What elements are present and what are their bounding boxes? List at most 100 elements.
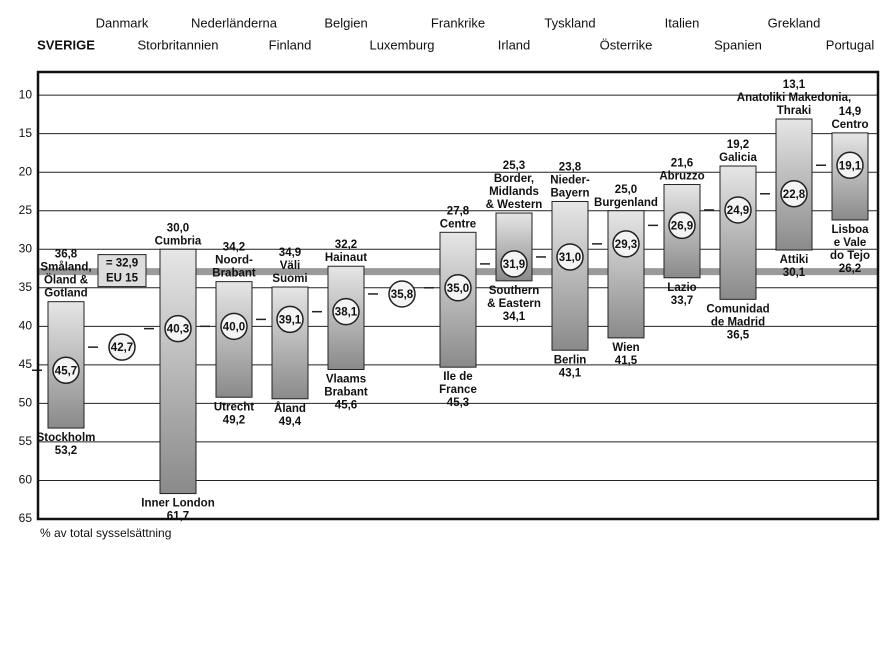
value-label: 53,2 (55, 445, 77, 457)
region-label: Burgenland (594, 197, 658, 209)
y-tick-label: 20 (19, 164, 33, 178)
value-label: 14,9 (839, 106, 861, 118)
value-label: 25,0 (615, 184, 637, 196)
region-label: Midlands (489, 186, 539, 198)
country-label: Finland (269, 37, 312, 52)
region-label: Thraki (777, 105, 812, 117)
avg-marker (836, 151, 864, 180)
region-label: Centre (440, 218, 476, 230)
country-label: Österrike (600, 37, 653, 52)
y-tick-label: 55 (19, 434, 33, 448)
y-axis-label: % av total sysselsättning (40, 526, 171, 540)
avg-label: 45,7 (55, 365, 77, 377)
region-label: Lisboa (831, 224, 869, 236)
eu-box (97, 254, 147, 288)
avg-marker (52, 356, 80, 385)
region-label: France (439, 384, 477, 396)
region-label: Abruzzo (659, 171, 704, 183)
value-label: 34,2 (223, 242, 245, 254)
value-label: 13,1 (783, 79, 806, 91)
value-label: 34,1 (503, 311, 526, 323)
y-tick-label: 50 (19, 396, 33, 410)
value-label: 49,2 (223, 414, 245, 426)
region-label: Bayern (551, 188, 590, 200)
value-label: 45,6 (335, 400, 357, 412)
country-label: Grekland (768, 15, 821, 30)
avg-marker (276, 305, 304, 334)
region-label: Comunidad (706, 303, 769, 315)
avg-label: 35,0 (447, 283, 469, 295)
avg-label: 29,3 (615, 239, 637, 251)
avg-label: 40,3 (167, 324, 189, 336)
value-label: 21,6 (671, 158, 693, 170)
value-label: 19,2 (727, 139, 749, 151)
avg-marker (108, 333, 136, 361)
country-label: Portugal (826, 37, 875, 52)
region-label: Nieder- (550, 175, 590, 187)
value-label: 34,9 (279, 247, 301, 259)
region-label: Cumbria (155, 235, 202, 247)
region-label: Suomi (272, 273, 307, 285)
value-label: 27,8 (447, 205, 470, 217)
value-label: 36,5 (727, 329, 750, 341)
value-label: 30,1 (783, 267, 806, 279)
region-label: de Madrid (711, 316, 765, 328)
region-label: Inner London (141, 498, 214, 510)
range-bar (271, 286, 309, 400)
region-label: Stockholm (37, 432, 96, 444)
value-label: 30,0 (167, 222, 189, 234)
range-bar (775, 118, 813, 251)
region-label: Noord- (215, 255, 253, 267)
region-label: Attiki (780, 254, 809, 266)
avg-marker (668, 211, 696, 240)
region-label: Border, (494, 173, 534, 185)
region-label: Galicia (719, 152, 757, 164)
y-tick-label: 40 (19, 318, 33, 332)
avg-marker (164, 314, 192, 343)
eu-label: EU 15 (106, 273, 139, 285)
region-label: & Western (486, 199, 543, 211)
region-label: Brabant (212, 268, 256, 280)
value-label: 61,7 (167, 511, 189, 523)
value-label: 23,8 (559, 162, 582, 174)
avg-label: 24,9 (727, 205, 749, 217)
eu-value-label: = 32,9 (106, 258, 138, 270)
range-bar (159, 248, 197, 495)
region-label: Centro (831, 119, 868, 131)
avg-marker (780, 180, 808, 208)
country-label: Spanien (714, 37, 762, 52)
avg-marker (500, 250, 528, 278)
country-label: Nederländerna (191, 15, 278, 30)
y-tick-label: 65 (19, 511, 33, 525)
y-tick-label: 15 (19, 126, 33, 140)
region-label: Lazio (667, 282, 696, 294)
y-tick-label: 10 (19, 87, 33, 101)
plot-frame (36, 70, 880, 521)
region-label: Hainaut (325, 252, 367, 264)
value-label: 43,1 (559, 367, 582, 379)
avg-marker (444, 274, 472, 302)
region-label: Utrecht (214, 401, 254, 413)
region-label: Småland, (40, 262, 91, 274)
avg-label: 26,9 (671, 220, 693, 232)
avg-marker (724, 196, 752, 224)
country-label: Irland (498, 37, 531, 52)
country-label: Frankrike (431, 15, 485, 30)
region-label: Wien (612, 342, 639, 354)
country-label: Italien (665, 15, 700, 30)
avg-marker (220, 312, 248, 341)
y-tick-label: 60 (19, 473, 33, 487)
value-label: 36,8 (55, 249, 78, 261)
region-label: Ile de (443, 371, 472, 383)
region-label: Anatoliki Makedonia, (737, 92, 851, 104)
avg-label: 31,0 (559, 252, 581, 264)
avg-label: 35,8 (391, 289, 414, 301)
range-bar (551, 200, 589, 351)
region-label: Vlaams (326, 374, 366, 386)
country-label: Tyskland (544, 15, 595, 30)
value-label: 45,3 (447, 397, 469, 409)
region-label: Gotland (44, 288, 87, 300)
region-label: & Eastern (487, 298, 541, 310)
avg-marker (612, 230, 640, 258)
